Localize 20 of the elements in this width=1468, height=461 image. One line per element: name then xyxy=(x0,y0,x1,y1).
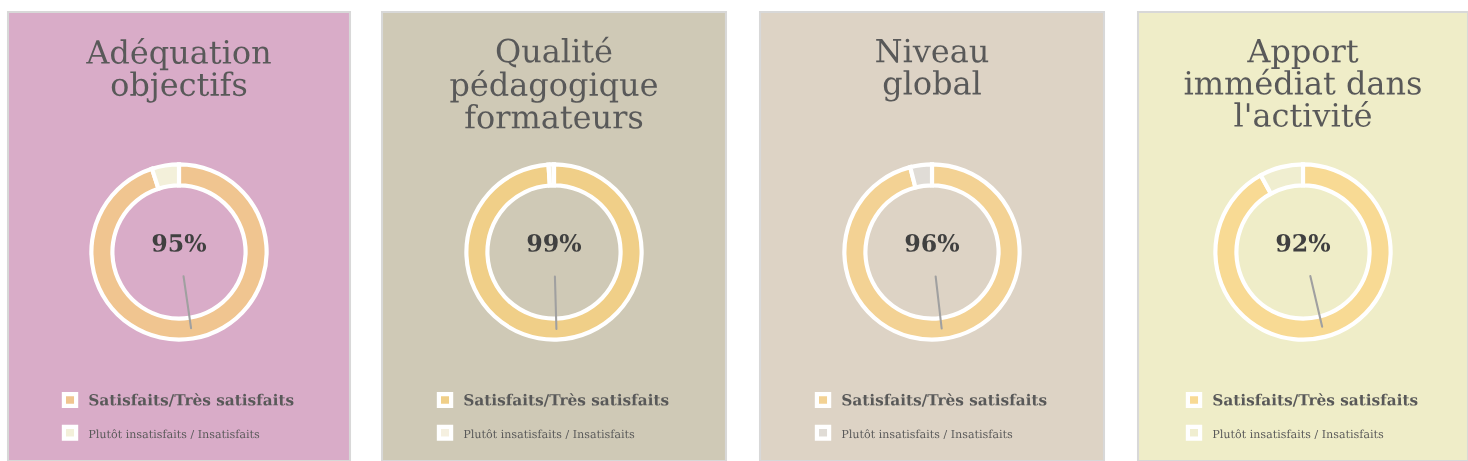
data-label: 99% xyxy=(527,233,582,252)
legend-label: Satisfaits/Très satisfaits xyxy=(464,393,669,407)
legend-label: Plutôt insatisfaits / Insatisfaits xyxy=(463,429,635,440)
donut-slice xyxy=(1213,162,1393,342)
donut-slice xyxy=(89,162,269,342)
donut-slice xyxy=(464,162,644,342)
donut-slice xyxy=(842,162,1022,342)
legend-label: Plutôt insatisfaits / Insatisfaits xyxy=(88,429,260,440)
data-label: 96% xyxy=(905,233,960,252)
chart-title: Apport immédiat dans l'activité xyxy=(1184,38,1421,127)
legend-label: Satisfaits/Très satisfaits xyxy=(1213,393,1418,407)
chart-title: Niveau global xyxy=(876,38,989,102)
legend-label: Satisfaits/Très satisfaits xyxy=(842,393,1047,407)
legend-label: Plutôt insatisfaits / Insatisfaits xyxy=(1212,429,1384,440)
data-label: 92% xyxy=(1276,233,1331,252)
chart-title: Qualité pédagogique formateurs xyxy=(450,36,657,129)
legend-label: Satisfaits/Très satisfaits xyxy=(89,393,294,407)
legend-label: Plutôt insatisfaits / Insatisfaits xyxy=(841,429,1013,440)
data-label: 95% xyxy=(152,233,207,252)
chart-title: Adéquation objectifs xyxy=(86,38,271,103)
